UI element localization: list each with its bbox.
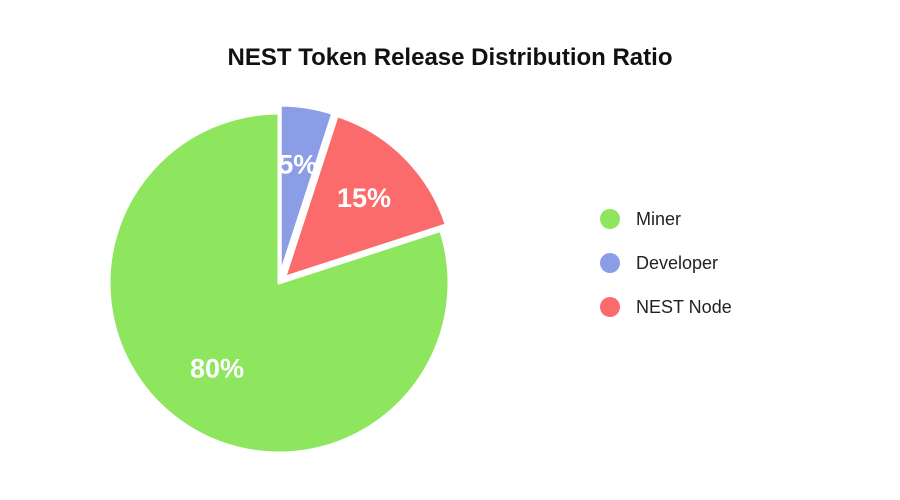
legend-label-nest-node: NEST Node xyxy=(636,296,732,317)
legend-item-nest-node: NEST Node xyxy=(600,296,732,318)
legend-swatch-developer xyxy=(600,253,620,273)
slice-label-developer: 5% xyxy=(278,149,317,179)
pie-slice-miner xyxy=(107,111,451,455)
chart-title: NEST Token Release Distribution Ratio xyxy=(227,44,673,71)
pie-slice-developer xyxy=(278,103,335,277)
slice-label-miner: 80% xyxy=(190,353,244,383)
legend-swatch-miner xyxy=(600,209,620,229)
legend: Miner Developer NEST Node xyxy=(600,208,732,340)
legend-item-miner: Miner xyxy=(600,208,732,230)
slice-label-nest-node: 15% xyxy=(337,183,391,213)
legend-label-miner: Miner xyxy=(636,208,682,229)
legend-label-developer: Developer xyxy=(636,252,719,273)
legend-swatch-nest-node xyxy=(600,297,620,317)
legend-item-developer: Developer xyxy=(600,252,732,274)
pie-slice-nest-node xyxy=(283,114,448,279)
